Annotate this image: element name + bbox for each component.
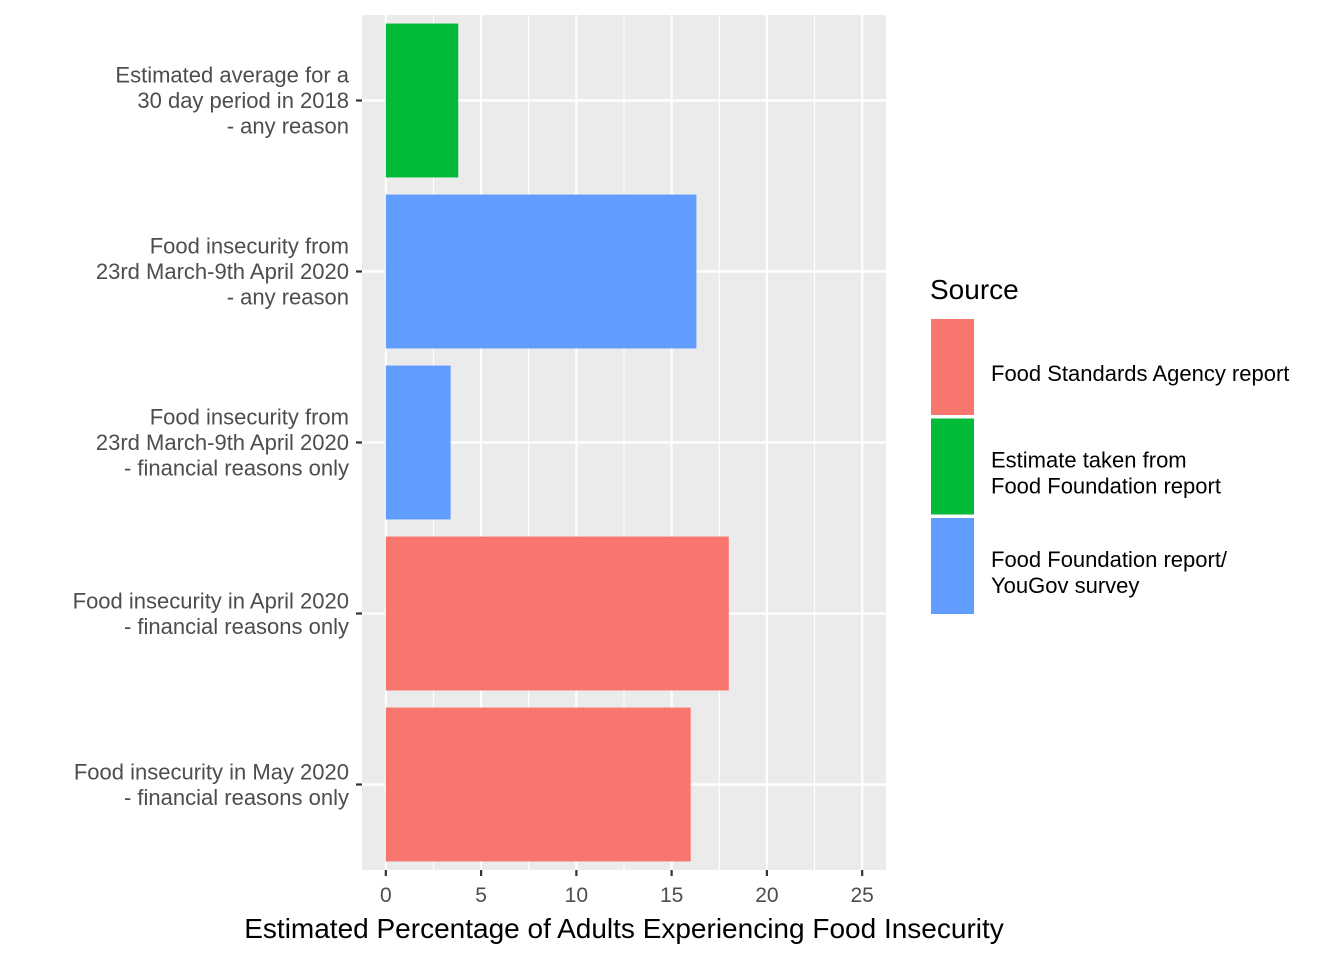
x-tick-label: 20: [755, 884, 778, 907]
y-tick-label: Food insecurity in May 2020: [74, 759, 349, 784]
legend-label: Food Foundation report/: [991, 547, 1228, 572]
y-tick-label: 23rd March-9th April 2020: [96, 430, 349, 455]
bar: [385, 536, 729, 691]
y-tick-label: - any reason: [227, 285, 349, 310]
legend-label: Estimate taken from: [991, 448, 1187, 473]
legend-title: Source: [930, 274, 1019, 305]
x-tick-label: 10: [565, 884, 588, 907]
bar: [385, 707, 691, 862]
y-tick-label: - any reason: [227, 114, 349, 139]
y-tick-label: - financial reasons only: [124, 614, 349, 639]
y-tick-label: Food insecurity in April 2020: [73, 588, 349, 613]
legend-key: [931, 518, 974, 614]
y-tick-label: Estimated average for a: [115, 63, 349, 88]
bar: [385, 194, 697, 349]
legend-key: [931, 319, 974, 415]
y-axis: Estimated average for a30 day period in …: [73, 63, 362, 810]
y-tick-label: - financial reasons only: [124, 456, 349, 481]
x-tick-label: 25: [851, 884, 874, 907]
legend-label: Food Standards Agency report: [991, 361, 1289, 386]
y-tick-label: Food insecurity from: [150, 405, 349, 430]
legend-label: YouGov survey: [991, 573, 1139, 598]
y-tick-label: 30 day period in 2018: [137, 88, 349, 113]
x-axis-title: Estimated Percentage of Adults Experienc…: [244, 913, 1004, 944]
bar: [385, 365, 451, 520]
legend-label: Food Foundation report: [991, 474, 1221, 499]
x-tick-label: 15: [660, 884, 683, 907]
x-tick-label: 0: [380, 884, 392, 907]
legend: Source Food Standards Agency report Estima…: [930, 274, 1289, 614]
y-tick-label: Food insecurity from: [150, 234, 349, 259]
bar: [385, 23, 459, 178]
x-tick-label: 5: [475, 884, 487, 907]
y-tick-label: 23rd March-9th April 2020: [96, 259, 349, 284]
legend-key: [931, 418, 974, 515]
bars: [385, 23, 729, 862]
y-tick-label: - financial reasons only: [124, 785, 349, 810]
x-axis: 0 5 10 15 20 25: [380, 870, 874, 907]
